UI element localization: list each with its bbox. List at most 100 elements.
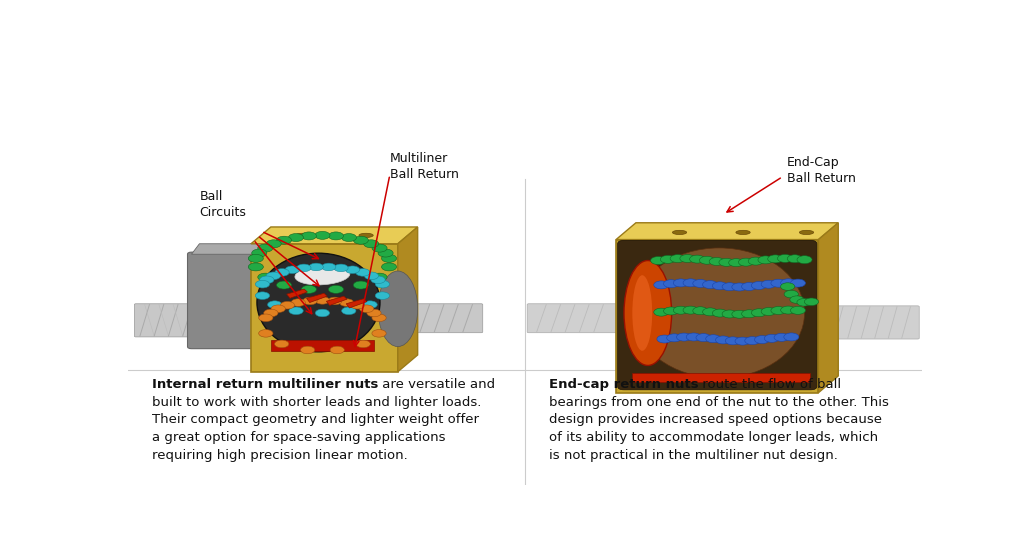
Circle shape	[702, 281, 718, 288]
Text: route the flow of ball: route the flow of ball	[698, 378, 842, 391]
Circle shape	[657, 335, 672, 343]
Circle shape	[372, 314, 386, 322]
Circle shape	[271, 305, 286, 312]
Circle shape	[664, 280, 679, 288]
Circle shape	[328, 297, 342, 305]
Circle shape	[797, 256, 812, 264]
Text: built to work with shorter leads and lighter loads.: built to work with shorter leads and lig…	[152, 396, 481, 409]
Circle shape	[276, 281, 292, 289]
Polygon shape	[346, 299, 367, 308]
Circle shape	[274, 340, 289, 348]
Ellipse shape	[295, 265, 350, 285]
Circle shape	[755, 336, 770, 343]
Text: End-cap return nuts: End-cap return nuts	[549, 378, 698, 391]
Circle shape	[267, 301, 282, 308]
Ellipse shape	[359, 233, 373, 238]
Circle shape	[340, 299, 353, 306]
FancyBboxPatch shape	[187, 252, 263, 349]
Circle shape	[719, 258, 734, 267]
Circle shape	[252, 249, 267, 257]
Circle shape	[264, 309, 279, 317]
Circle shape	[771, 279, 786, 287]
Circle shape	[771, 306, 786, 314]
Circle shape	[752, 309, 766, 317]
Circle shape	[260, 276, 274, 283]
FancyBboxPatch shape	[134, 304, 249, 337]
Circle shape	[725, 337, 740, 345]
Circle shape	[367, 309, 381, 317]
Circle shape	[660, 256, 676, 263]
Circle shape	[722, 283, 737, 290]
Circle shape	[266, 272, 281, 280]
Ellipse shape	[378, 271, 418, 347]
Circle shape	[301, 232, 316, 240]
Circle shape	[696, 334, 711, 342]
Circle shape	[255, 280, 269, 288]
Circle shape	[353, 236, 369, 244]
Text: requiring high precision linear motion.: requiring high precision linear motion.	[152, 449, 408, 462]
Ellipse shape	[634, 248, 805, 378]
Polygon shape	[818, 223, 839, 393]
Circle shape	[289, 307, 303, 314]
Polygon shape	[632, 373, 811, 382]
Circle shape	[761, 307, 776, 316]
Ellipse shape	[624, 261, 672, 366]
FancyBboxPatch shape	[396, 304, 482, 332]
Circle shape	[303, 297, 317, 305]
Circle shape	[653, 281, 669, 289]
Circle shape	[330, 346, 344, 354]
Circle shape	[341, 234, 356, 241]
Polygon shape	[397, 227, 418, 372]
Ellipse shape	[257, 253, 380, 352]
Circle shape	[372, 273, 387, 281]
Circle shape	[738, 258, 754, 266]
Circle shape	[258, 244, 272, 252]
Circle shape	[259, 330, 273, 337]
Circle shape	[735, 337, 751, 345]
Circle shape	[713, 309, 727, 317]
Circle shape	[345, 266, 359, 274]
Polygon shape	[251, 227, 418, 244]
Ellipse shape	[736, 231, 751, 234]
FancyBboxPatch shape	[251, 244, 397, 372]
Circle shape	[787, 255, 803, 263]
Text: Internal return multiliner nuts: Internal return multiliner nuts	[152, 378, 378, 391]
Circle shape	[674, 279, 688, 287]
Circle shape	[680, 255, 695, 263]
Circle shape	[670, 255, 685, 263]
Ellipse shape	[800, 231, 814, 234]
Circle shape	[300, 346, 314, 354]
Circle shape	[804, 298, 818, 306]
Text: of its ability to accommodate longer leads, which: of its ability to accommodate longer lea…	[549, 431, 878, 444]
Text: are versatile and: are versatile and	[378, 378, 496, 391]
Circle shape	[686, 333, 701, 341]
Text: Their compact geometry and lighter weight offer: Their compact geometry and lighter weigh…	[152, 413, 479, 426]
Text: is not practical in the multiliner nut design.: is not practical in the multiliner nut d…	[549, 449, 838, 462]
Text: a great option for space-saving applications: a great option for space-saving applicat…	[152, 431, 445, 444]
Circle shape	[291, 299, 305, 306]
Circle shape	[693, 307, 708, 314]
Circle shape	[693, 280, 708, 287]
Text: Multiliner
Ball Return: Multiliner Ball Return	[390, 152, 459, 181]
Circle shape	[365, 272, 379, 280]
Circle shape	[774, 334, 790, 341]
Polygon shape	[306, 293, 328, 302]
Circle shape	[729, 259, 743, 267]
Circle shape	[764, 335, 779, 342]
Text: End-Cap
Ball Return: End-Cap Ball Return	[786, 156, 856, 185]
Circle shape	[702, 308, 718, 316]
Circle shape	[780, 279, 796, 287]
Circle shape	[780, 283, 795, 290]
Polygon shape	[191, 244, 267, 254]
Ellipse shape	[673, 231, 687, 234]
Circle shape	[683, 279, 698, 287]
Circle shape	[329, 286, 343, 293]
Circle shape	[683, 306, 698, 314]
Circle shape	[315, 296, 330, 304]
Circle shape	[791, 306, 806, 314]
FancyBboxPatch shape	[527, 304, 622, 332]
Circle shape	[309, 263, 324, 271]
Circle shape	[706, 335, 721, 343]
Circle shape	[768, 255, 782, 263]
Circle shape	[350, 301, 365, 309]
